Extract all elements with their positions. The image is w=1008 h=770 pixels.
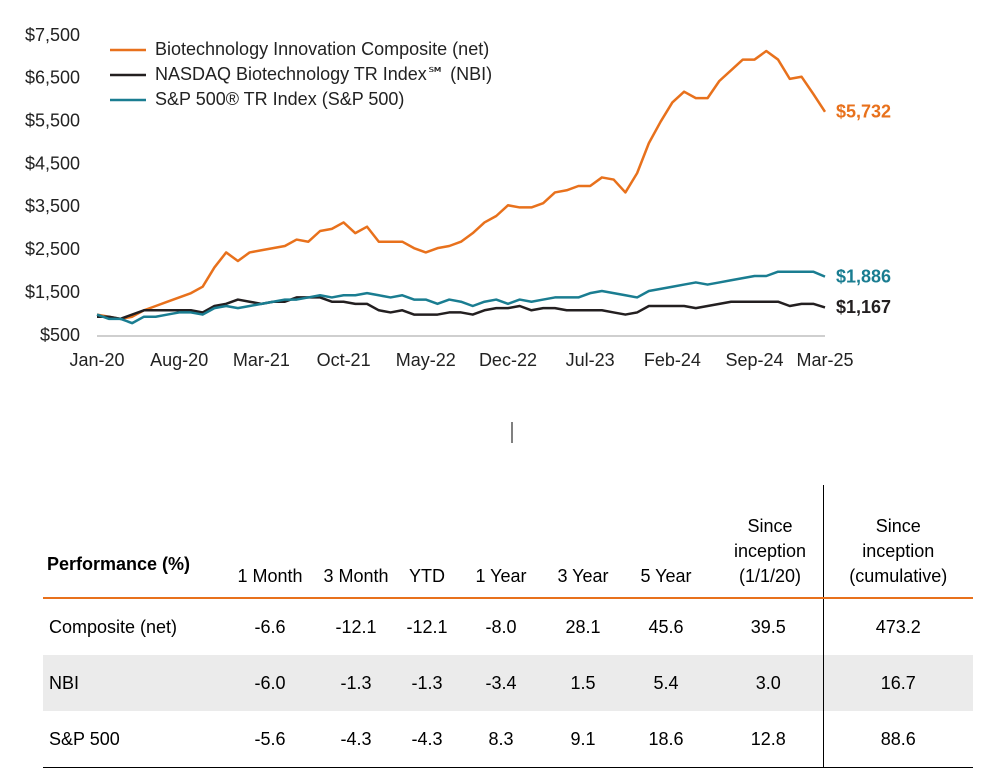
legend-label: NASDAQ Biotechnology TR Index℠ (NBI) [155, 64, 492, 84]
cell: 39.5 [750, 616, 786, 637]
header-cell: 3 Year [548, 485, 618, 599]
series-line [97, 296, 826, 321]
header-text: 3 Year [557, 566, 609, 586]
series-line [96, 270, 826, 325]
cell: 28.1 [565, 616, 601, 637]
row-label: Composite (net) [49, 616, 178, 637]
y-tick-label: $7,500 [25, 25, 80, 45]
cell: 16.7 [822, 655, 973, 711]
header-cell: 1 Year [454, 485, 548, 599]
table-header: Performance (%) 1 Month 3 Month YTD 1 Year 3 … [43, 485, 973, 599]
header-cell: 1 Month [228, 485, 312, 599]
cell: -8.0 [485, 616, 517, 637]
legend-label: Biotechnology Innovation Composite (net) [155, 39, 489, 59]
end-value-label: $1,886 [836, 266, 891, 286]
x-tick-label: Sep-24 [726, 350, 784, 370]
cell: -1.3 [312, 655, 400, 711]
header-text: Performance (%) [47, 554, 191, 574]
cell: -1.3 [400, 655, 454, 711]
cell: 1.5 [548, 655, 618, 711]
x-tick-label: Mar-21 [233, 350, 290, 370]
header-text: YTD [409, 566, 445, 586]
header-cell: Performance (%) [43, 485, 228, 599]
y-tick-label: $500 [40, 325, 80, 345]
performance-table: Performance (%) 1 Month 3 Month YTD 1 Year 3 … [43, 485, 973, 768]
header-cell: Since inception (1/1/20) [714, 485, 823, 599]
table-row: Composite (net) -6.6 -12.1 -12.1 -8.0 28.1 45.… [43, 598, 973, 655]
end-value-label: $1,167 [836, 297, 891, 317]
header-cell: 3 Month [312, 485, 400, 599]
table-row: NBI -6.0 -1.3 -1.3 -3.4 1.5 5.4 3.0 16.7 [43, 655, 973, 711]
legend-label: S&P 500® TR Index (S&P 500) [155, 89, 404, 109]
cell: -5.6 [228, 711, 312, 768]
x-tick-label: Mar-25 [796, 350, 853, 370]
cell: -4.3 [312, 711, 400, 768]
header-text: Since inception (cumulative) [849, 516, 948, 586]
header-text: 5 Year [640, 566, 692, 586]
y-tick-label: $3,500 [25, 196, 80, 216]
end-value-label: $5,732 [836, 102, 891, 122]
y-tick-label: $5,500 [25, 110, 80, 130]
cell: -6.0 [228, 655, 312, 711]
cell: 5.4 [618, 655, 714, 711]
header-text: Since inception (1/1/20) [733, 516, 807, 586]
cell: -12.1 [335, 616, 377, 637]
x-tick-label: Oct-21 [317, 350, 371, 370]
cell: 88.6 [822, 711, 973, 768]
y-tick-label: $2,500 [25, 239, 80, 259]
x-tick-label: Dec-22 [479, 350, 537, 370]
cell: 18.6 [618, 711, 714, 768]
x-tick-label: Jul-23 [566, 350, 615, 370]
x-tick-label: Jan-20 [69, 350, 124, 370]
cell: 45.6 [648, 616, 684, 637]
header-cell: Since inception (cumulative) [822, 485, 973, 599]
table-row: S&P 500 -5.6 -4.3 -4.3 8.3 9.1 18.6 12.8 88.6 [43, 711, 973, 768]
header-cell: 5 Year [618, 485, 714, 599]
series-line [96, 49, 827, 321]
x-tick-label: May-22 [396, 350, 456, 370]
cell: 8.3 [454, 711, 548, 768]
y-tick-label: $1,500 [25, 282, 80, 302]
cell: -6.6 [254, 616, 286, 637]
cell: 473.2 [822, 598, 973, 655]
y-tick-label: $4,500 [25, 153, 80, 173]
x-tick-label: Feb-24 [644, 350, 701, 370]
cell: 12.8 [714, 711, 823, 768]
header-text: 1 Year [475, 566, 527, 586]
header-text: 3 Month [323, 566, 389, 586]
row-label: NBI [43, 655, 228, 711]
row-label: S&P 500 [43, 711, 228, 768]
cell: 3.0 [714, 655, 823, 711]
header-text: 1 Month [237, 566, 303, 586]
cell: -3.4 [454, 655, 548, 711]
y-tick-label: $6,500 [25, 68, 80, 88]
cell: 9.1 [548, 711, 618, 768]
x-tick-label: Aug-20 [150, 350, 208, 370]
cell: -12.1 [406, 616, 448, 637]
chart: $500 $1,500 $2,500 $3,500 $4,500 $5,500 $6,500… [25, 25, 891, 443]
cell: -4.3 [400, 711, 454, 768]
header-cell: YTD [400, 485, 454, 599]
